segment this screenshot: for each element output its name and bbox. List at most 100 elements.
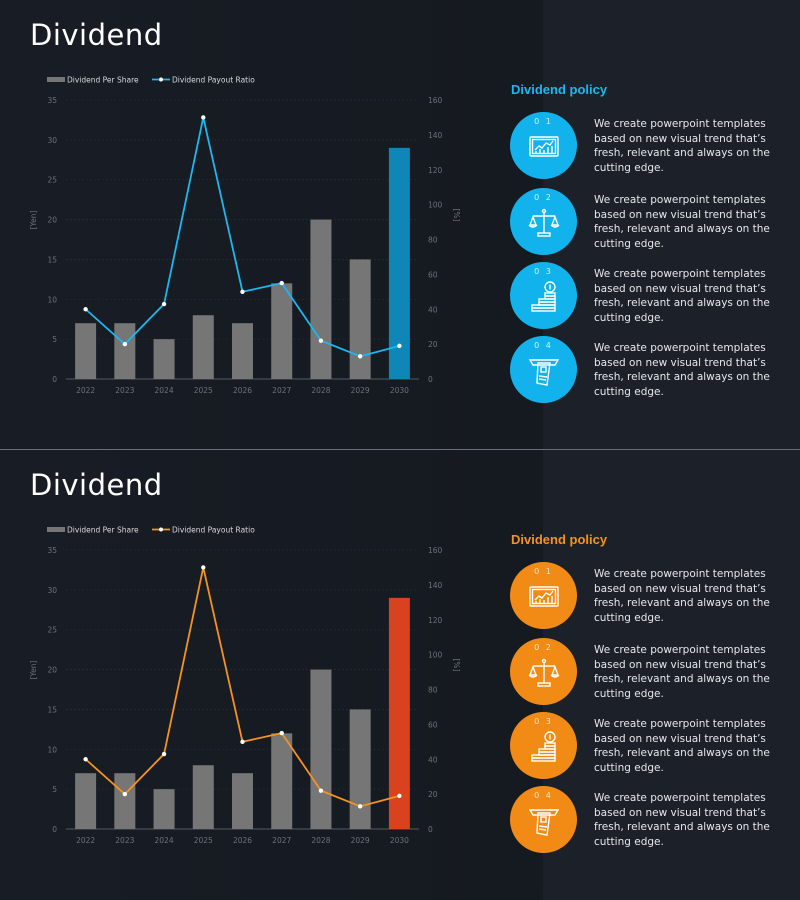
line-point: [397, 343, 402, 349]
bar: [310, 669, 332, 829]
x-tick-label: 2028: [311, 386, 330, 395]
x-tick-label: 2024: [155, 386, 174, 395]
line-point: [161, 301, 167, 307]
bar: [271, 733, 293, 829]
legend-label: Dividend Per Share: [67, 76, 139, 85]
balance-scale-icon: [528, 208, 560, 237]
bar: [232, 773, 253, 829]
x-tick-label: 2022: [76, 386, 95, 395]
x-tick-label: 2029: [351, 836, 370, 845]
policy-item-text: We create powerpoint templates based on …: [594, 718, 770, 774]
monitor-chart-icon: [529, 136, 559, 157]
bar: [153, 339, 175, 379]
policy-item-text: We create powerpoint templates based on …: [594, 644, 770, 700]
policy-item-text: We create powerpoint templates based on …: [594, 792, 770, 848]
x-tick-label: 2030: [390, 386, 409, 395]
bar: [349, 709, 371, 829]
policy-item-badge: 0 3: [510, 712, 577, 779]
line-point: [240, 739, 245, 745]
y2-tick-label: 20: [428, 340, 438, 349]
line-point: [201, 565, 206, 570]
y2-tick-label: 40: [428, 755, 438, 764]
y2-tick-label: 120: [428, 616, 443, 625]
monitor-chart-icon: [529, 586, 559, 607]
bar: [75, 323, 97, 379]
line-point: [122, 341, 128, 347]
y-tick-label: 25: [47, 176, 57, 185]
legend-label: Dividend Per Share: [67, 526, 139, 535]
coin-stack-icon: [531, 281, 556, 312]
line-point: [397, 793, 402, 799]
policy-item-number: 0 1: [534, 567, 553, 576]
policy-item-badge: 0 4: [510, 336, 577, 403]
y-tick-label: 10: [47, 295, 57, 304]
x-tick-label: 2029: [351, 386, 370, 395]
x-tick-label: 2028: [311, 836, 330, 845]
bar: [310, 219, 332, 379]
balance-scale-icon: [528, 658, 560, 687]
y-axis-label: [Yen]: [29, 661, 38, 680]
policy-item: 0 4 We create powerpoint templates based…: [510, 786, 790, 856]
policy-item-badge: 0 1: [510, 562, 577, 629]
line-point: [122, 791, 128, 797]
policy-item: 0 3 We create powerpoint templates based…: [510, 262, 790, 332]
y2-tick-label: 60: [428, 720, 438, 729]
policy-item-text: We create powerpoint templates based on …: [594, 568, 770, 624]
y2-tick-label: 80: [428, 686, 438, 695]
y2-tick-label: 120: [428, 166, 443, 175]
x-tick-label: 2026: [233, 386, 252, 395]
line-point: [318, 338, 324, 343]
y-tick-label: 0: [52, 375, 57, 384]
line-point: [357, 354, 363, 359]
bar: [153, 789, 175, 829]
y2-tick-label: 0: [428, 825, 433, 834]
line-point: [279, 730, 284, 736]
y2-tick-label: 160: [428, 96, 443, 105]
policy-item-badge: 0 2: [510, 188, 577, 255]
bar: [388, 597, 410, 829]
policy-item: 0 2 We create powerpoint templates based…: [510, 188, 790, 258]
x-tick-label: 2026: [233, 836, 252, 845]
policy-title: Dividend policy: [511, 82, 608, 97]
y-tick-label: 15: [47, 705, 57, 714]
x-tick-label: 2025: [194, 386, 213, 395]
policy-item: 0 1 We create powerpoint templates based…: [510, 562, 790, 632]
bar: [192, 765, 214, 829]
y-tick-label: 25: [47, 626, 57, 635]
x-tick-label: 2025: [194, 836, 213, 845]
bar: [75, 773, 97, 829]
policy-item-number: 0 3: [534, 717, 553, 726]
right-panel: [543, 0, 800, 449]
legend-label: Dividend Payout Ratio: [172, 526, 255, 535]
policy-item: 0 4 We create powerpoint templates based…: [510, 336, 790, 406]
y2-tick-label: 40: [428, 305, 438, 314]
policy-item-badge: 0 3: [510, 262, 577, 329]
policy-item-text: We create powerpoint templates based on …: [594, 268, 770, 324]
y2-tick-label: 100: [428, 651, 443, 660]
right-panel: [543, 450, 800, 900]
x-tick-label: 2023: [115, 386, 134, 395]
y-tick-label: 30: [47, 136, 57, 145]
y-tick-label: 0: [52, 825, 57, 834]
y-tick-label: 5: [52, 785, 57, 794]
bar: [192, 315, 214, 379]
legend-swatch-point: [159, 527, 163, 532]
slide-2: Dividend 0 5 10 15 20 25 30 35 0 20 40 60 80 100 120 14…: [0, 449, 800, 900]
policy-item-text: We create powerpoint templates based on …: [594, 118, 770, 174]
coin-stack-icon: [531, 731, 556, 762]
line-point: [83, 757, 88, 762]
policy-item-number: 0 3: [534, 267, 553, 276]
line-point: [318, 788, 324, 793]
policy-item-badge: 0 2: [510, 638, 577, 705]
bar: [388, 147, 410, 379]
line-point: [240, 289, 245, 295]
slide-title: Dividend: [30, 468, 163, 502]
x-tick-label: 2030: [390, 836, 409, 845]
y-axis-label: [Yen]: [29, 211, 38, 230]
policy-item-number: 0 2: [534, 193, 553, 202]
legend-swatch-point: [159, 77, 163, 82]
bar: [232, 323, 253, 379]
legend-label: Dividend Payout Ratio: [172, 76, 255, 85]
slide-title: Dividend: [30, 18, 163, 52]
x-tick-label: 2022: [76, 836, 95, 845]
